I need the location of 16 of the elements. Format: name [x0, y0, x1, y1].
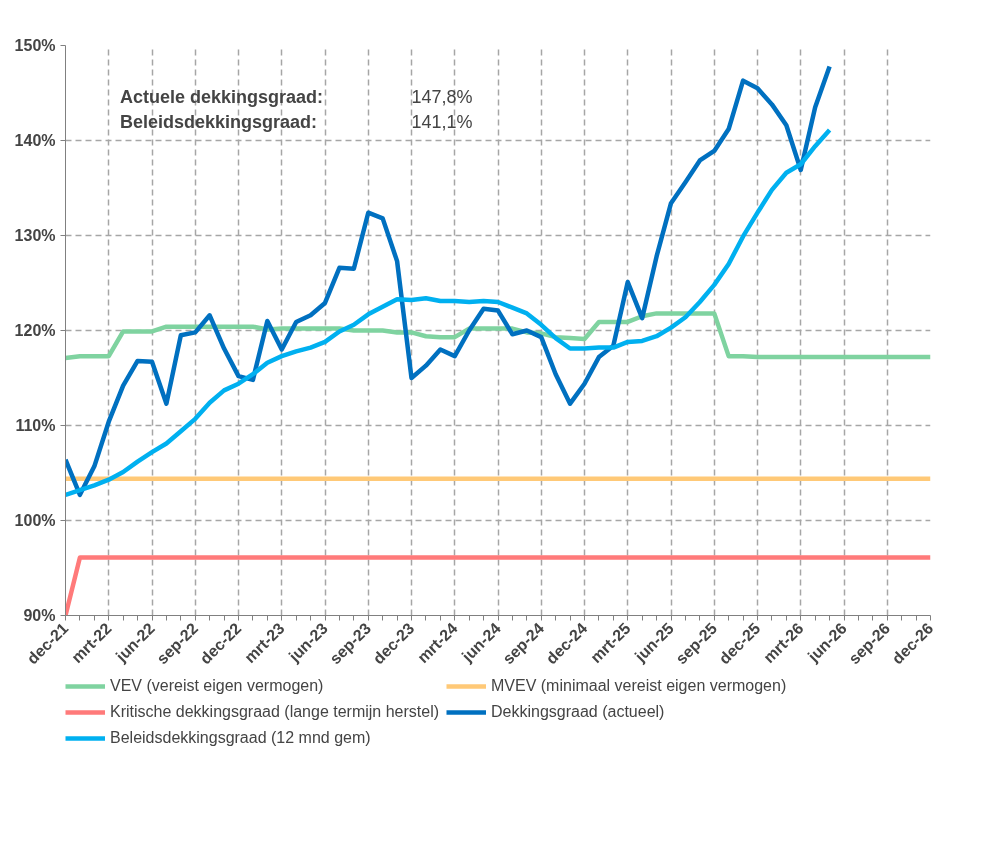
- y-tick-label: 130%: [14, 227, 56, 244]
- y-tick-label: 140%: [14, 132, 56, 149]
- annotation: 141,1%: [411, 112, 473, 133]
- legend-label: VEV (vereist eigen vermogen): [110, 677, 325, 695]
- y-tick-label: 110%: [15, 417, 56, 434]
- legend-label: Dekkingsgraad (actueel): [491, 703, 666, 721]
- y-tick-label: 90%: [23, 607, 56, 624]
- annotation: Actuele dekkingsgraad:: [120, 86, 324, 107]
- legend-label: Kritische dekkingsgraad (lange termijn herstel): [110, 703, 440, 721]
- y-tick-label: 150%: [14, 37, 56, 54]
- legend-label: Beleidsdekkingsgraad (12 mnd gem): [110, 729, 372, 747]
- y-tick-label: 100%: [14, 512, 56, 529]
- annotation: Beleidsdekkingsgraad:: [120, 112, 318, 133]
- legend-label: MVEV (minimaal vereist eigen vermogen): [491, 677, 788, 695]
- annotation: 147,8%: [411, 86, 473, 107]
- y-tick-label: 120%: [14, 322, 56, 339]
